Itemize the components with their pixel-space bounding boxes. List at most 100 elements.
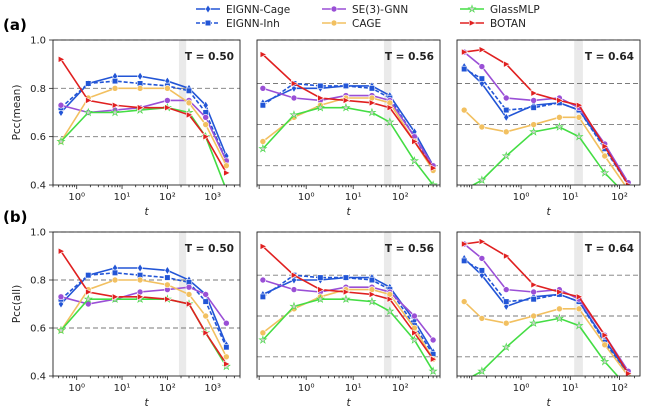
data-point [258,143,268,153]
data-point [502,128,510,136]
series-line-eignn-inh [463,260,629,376]
data-point [554,122,564,131]
series-line-eignn-inh [60,80,228,162]
data-point [112,101,120,109]
data-point [259,329,267,337]
data-point [529,127,539,136]
y-tick-label: 0.6 [30,132,46,143]
legend-label: GlassMLP [490,4,540,16]
series-line-botan [262,245,434,360]
data-point [259,242,268,251]
data-point [502,319,510,327]
data-point [137,71,144,81]
data-point [259,50,268,59]
panel-title: T = 0.56 [385,51,434,63]
data-point [202,100,209,110]
data-point [503,252,511,260]
x-tick-label: 10⁰ [298,192,315,203]
x-tick-label: 10³ [204,383,221,394]
series-line-se-3-gnn [262,87,434,167]
series-line-botan [262,53,434,169]
series-line-glassmlp [471,126,618,185]
data-point [136,276,144,284]
panel-title: T = 0.50 [185,51,234,63]
series-line-se-3-gnn [262,279,434,341]
data-point [85,96,93,105]
data-point [556,288,564,296]
data-point [57,247,66,255]
data-point [164,97,171,104]
x-tick-label: 10¹ [345,192,362,203]
legend-entry-eignn-cage: EIGNN-Cage [196,4,290,16]
x-axis-label: t [346,206,351,218]
x-tick-label: 10⁰ [68,383,85,394]
series-line-botan [60,250,228,365]
data-point [430,355,438,363]
series-line-cage [463,301,629,376]
series-line-eignn-cage [262,276,434,353]
data-point [186,111,194,119]
data-point [502,286,510,293]
data-point [409,335,419,344]
data-point [461,48,469,56]
panel-title: T = 0.50 [185,243,234,255]
legend-marker-icon [205,4,211,14]
data-point [478,45,487,54]
series-line-se-3-gnn [463,243,629,372]
data-point [556,96,564,105]
data-point [341,102,351,112]
data-point [530,296,537,303]
data-point [342,96,351,105]
x-tick-label: 10³ [204,192,221,203]
legend-label: BOTAN [490,18,526,30]
data-point [341,294,351,304]
data-point [202,312,209,320]
shaded-band [383,40,392,185]
x-tick-label: 10² [611,383,628,394]
data-point [202,132,211,141]
data-point [601,331,610,339]
series-line-eignn-cage [463,257,629,375]
legend-label: EIGNN-Cage [226,4,290,16]
data-point [317,285,325,294]
x-tick-label: 10² [611,192,628,203]
data-point [202,291,209,298]
x-axis-label: t [546,206,551,218]
data-point [111,77,119,85]
x-tick-label: 10¹ [345,383,362,394]
data-point [529,318,539,328]
data-point [112,293,120,301]
x-tick-label: 10² [159,192,176,203]
data-point [477,175,487,185]
data-point [83,107,93,117]
data-point [342,82,350,90]
data-point [259,138,267,145]
data-point [202,329,211,337]
x-tick-label: 10⁰ [513,383,530,394]
legend-marker-icon [330,5,338,13]
data-point [530,97,537,104]
data-point [368,99,377,107]
data-point [111,269,119,276]
data-point [110,107,120,117]
data-point [164,85,171,92]
data-point [478,255,486,262]
data-point [289,110,299,119]
chart-panel-a-3: T = 0.64 10⁰ 10¹ 10² t [456,39,641,218]
data-point [530,281,539,289]
data-point [503,60,511,68]
data-point [111,85,119,92]
data-point [342,274,350,281]
data-point [223,360,231,368]
x-tick-label: 10¹ [562,383,579,394]
data-point [478,237,487,246]
data-point [556,114,563,121]
data-point [385,306,395,316]
y-tick-label: 1.0 [30,36,46,47]
data-point [530,312,537,320]
data-point [136,85,144,92]
chart-panel-b-3: T = 0.64 10⁰ 10¹ 10² t [456,231,641,409]
data-point [477,366,487,376]
data-point [315,102,325,112]
legend: EIGNN-Cage EIGNN-Inh SE(3)-GNN CAGE GlassMLP… [196,4,540,30]
